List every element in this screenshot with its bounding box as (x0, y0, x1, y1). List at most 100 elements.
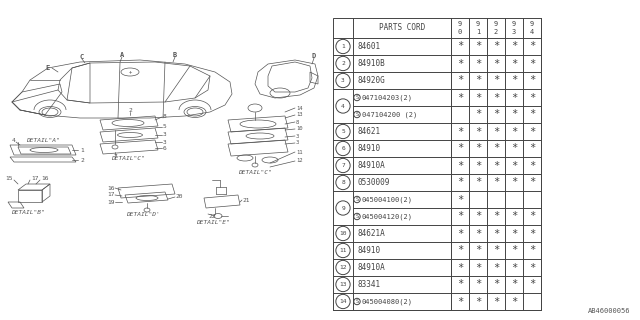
Text: 7: 7 (341, 163, 345, 168)
Text: 5: 5 (163, 124, 167, 130)
Text: 0: 0 (458, 28, 462, 35)
Text: S: S (355, 95, 358, 100)
Text: *: * (475, 109, 481, 119)
Text: 4: 4 (12, 139, 15, 143)
Text: *: * (529, 212, 535, 221)
Text: *: * (457, 59, 463, 68)
Text: 7: 7 (113, 155, 117, 159)
Text: 3: 3 (296, 140, 300, 146)
Text: 21: 21 (242, 197, 250, 203)
Text: *: * (493, 228, 499, 238)
Text: 84910: 84910 (358, 246, 381, 255)
Text: DETAIL"D': DETAIL"D' (126, 212, 160, 218)
Text: *: * (475, 143, 481, 154)
Text: *: * (529, 279, 535, 290)
Text: *: * (529, 42, 535, 52)
Text: *: * (511, 59, 517, 68)
Text: *: * (511, 42, 517, 52)
Text: *: * (529, 178, 535, 188)
Text: *: * (493, 59, 499, 68)
Text: 9: 9 (341, 205, 345, 211)
Text: *: * (511, 245, 517, 255)
Text: 3: 3 (163, 132, 167, 138)
Text: *: * (457, 76, 463, 85)
Text: 84910B: 84910B (358, 59, 386, 68)
Text: 9: 9 (494, 21, 498, 28)
Text: S: S (355, 197, 358, 202)
Text: AB46000056: AB46000056 (588, 308, 630, 314)
Text: DETAIL"E": DETAIL"E" (196, 220, 230, 225)
Text: *: * (457, 143, 463, 154)
Text: *: * (529, 262, 535, 273)
Text: *: * (511, 126, 517, 137)
Text: S: S (355, 299, 358, 304)
Text: 15: 15 (6, 177, 13, 181)
Text: *: * (493, 279, 499, 290)
Text: 11: 11 (339, 248, 347, 253)
Text: 045004120(2): 045004120(2) (362, 213, 413, 220)
Text: *: * (493, 212, 499, 221)
Text: 12: 12 (296, 158, 303, 164)
Text: *: * (511, 262, 517, 273)
Text: 9: 9 (530, 21, 534, 28)
Text: 047104200 (2): 047104200 (2) (362, 111, 417, 118)
Text: DETAIL"A": DETAIL"A" (26, 138, 60, 142)
Text: 19: 19 (108, 199, 115, 204)
Text: 83341: 83341 (358, 280, 381, 289)
Text: *: * (475, 42, 481, 52)
Text: 12: 12 (339, 265, 347, 270)
Text: 1: 1 (341, 44, 345, 49)
Text: *: * (457, 262, 463, 273)
Text: PARTS CORD: PARTS CORD (379, 23, 425, 33)
Text: 13: 13 (339, 282, 347, 287)
Text: *: * (457, 245, 463, 255)
Text: *: * (457, 195, 463, 204)
Text: *: * (493, 143, 499, 154)
Text: 6: 6 (341, 146, 345, 151)
Text: 84920G: 84920G (358, 76, 386, 85)
Text: 84910A: 84910A (358, 263, 386, 272)
Text: 0530009: 0530009 (358, 178, 390, 187)
Text: 84601: 84601 (358, 42, 381, 51)
Text: 16: 16 (41, 177, 49, 181)
Text: *: * (511, 212, 517, 221)
Text: *: * (511, 178, 517, 188)
Text: *: * (493, 161, 499, 171)
Text: 2: 2 (80, 157, 84, 163)
Text: *: * (493, 262, 499, 273)
Text: 11: 11 (296, 149, 303, 155)
Text: 8: 8 (163, 115, 167, 119)
Text: *: * (475, 92, 481, 102)
Text: *: * (475, 126, 481, 137)
Text: +: + (129, 69, 132, 75)
Text: *: * (457, 279, 463, 290)
Text: *: * (457, 297, 463, 307)
Text: 2: 2 (128, 108, 132, 113)
Text: 16: 16 (108, 186, 115, 190)
Text: *: * (529, 228, 535, 238)
Text: *: * (475, 297, 481, 307)
Text: *: * (529, 161, 535, 171)
Text: 84910A: 84910A (358, 161, 386, 170)
Text: 1: 1 (80, 148, 84, 153)
Text: 3: 3 (512, 28, 516, 35)
Text: E: E (46, 65, 50, 71)
Text: *: * (475, 245, 481, 255)
Text: *: * (511, 297, 517, 307)
Text: 3: 3 (341, 78, 345, 83)
Text: *: * (511, 228, 517, 238)
Text: *: * (457, 126, 463, 137)
Text: 10: 10 (296, 126, 303, 132)
Text: DETAIL"C": DETAIL"C" (238, 170, 272, 174)
Text: 2: 2 (494, 28, 498, 35)
Text: 3: 3 (296, 133, 300, 139)
Text: 9: 9 (512, 21, 516, 28)
Text: *: * (475, 262, 481, 273)
Text: *: * (475, 178, 481, 188)
Text: 10: 10 (339, 231, 347, 236)
Bar (333, 18, 541, 310)
Text: *: * (511, 92, 517, 102)
Text: DETAIL"C": DETAIL"C" (111, 156, 145, 161)
Text: *: * (493, 126, 499, 137)
Text: *: * (493, 76, 499, 85)
